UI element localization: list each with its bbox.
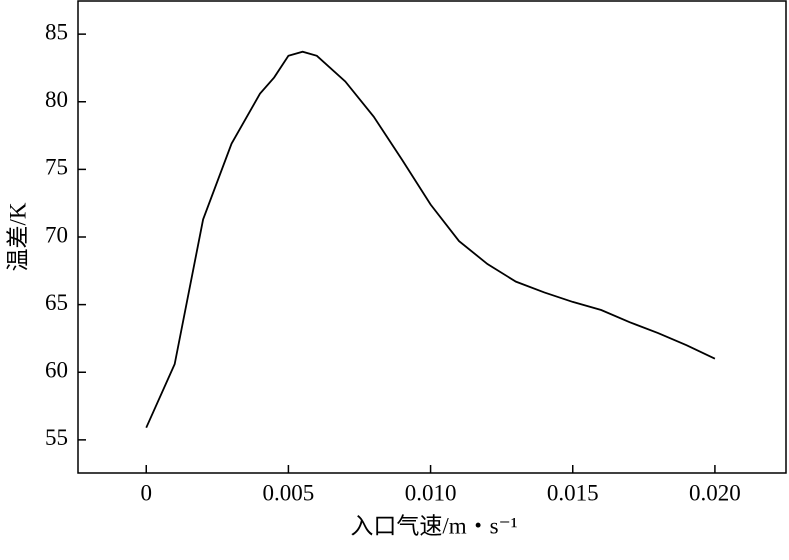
line-series (145, 50, 716, 429)
x-tick-label: 0.005 (263, 480, 315, 505)
y-tick-label: 85 (45, 19, 68, 44)
y-axis-label: 温差/K (5, 202, 30, 271)
x-tick-label: 0.020 (689, 480, 741, 505)
y-tick-label: 60 (45, 358, 68, 383)
y-tick-label: 80 (45, 87, 68, 112)
x-tick-label: 0.015 (547, 480, 599, 505)
x-tick-label: 0.010 (405, 480, 457, 505)
y-tick-label: 65 (45, 290, 68, 315)
plot-frame (77, 0, 787, 474)
x-tick-label: 0 (140, 480, 152, 505)
x-axis-label: 入口气速/m・s⁻¹ (350, 513, 517, 538)
y-tick-label: 75 (45, 155, 68, 180)
y-tick-label: 70 (45, 222, 68, 247)
y-tick-label: 55 (45, 425, 68, 450)
